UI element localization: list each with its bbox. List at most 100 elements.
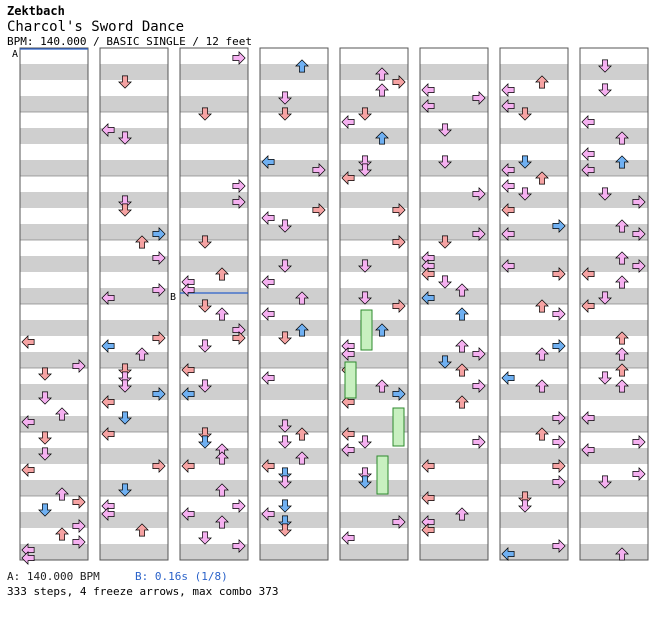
footer-bpm: A: 140.000 BPM B: 0.16s (1/8): [7, 570, 228, 583]
beat-stripe: [580, 352, 648, 368]
beat-stripe: [500, 96, 568, 112]
step-arrow: [632, 467, 646, 481]
beat-stripe: [420, 96, 488, 112]
column-border: [179, 47, 249, 561]
beat-stripe: [180, 384, 248, 400]
step-arrow: [341, 115, 355, 129]
beat-stripe: [340, 288, 408, 304]
beat-stripe: [340, 64, 408, 80]
beat-stripe: [500, 416, 568, 432]
beat-stripe: [500, 320, 568, 336]
beat-stripe: [100, 480, 168, 496]
beat-stripe: [20, 480, 88, 496]
marker-b: B: [170, 292, 176, 303]
beat-stripe: [340, 544, 408, 560]
step-arrow: [38, 431, 52, 445]
chart-stats: 333 steps, 4 freeze arrows, max combo 37…: [7, 585, 279, 598]
beat-stripe: [580, 96, 648, 112]
beat-stripe: [100, 288, 168, 304]
step-arrow: [232, 499, 246, 513]
beat-stripe: [420, 64, 488, 80]
chart-column: [419, 47, 489, 561]
beat-stripe: [180, 320, 248, 336]
beat-stripe: [20, 128, 88, 144]
beat-stripe: [580, 480, 648, 496]
step-arrow: [455, 339, 469, 353]
marker-a: A: [12, 49, 18, 60]
beat-stripe: [340, 384, 408, 400]
chart-column: [99, 47, 169, 561]
beat-stripe: [420, 352, 488, 368]
beat-stripe: [500, 64, 568, 80]
beat-stripe: [420, 384, 488, 400]
beat-stripe: [580, 544, 648, 560]
beat-stripe: [260, 224, 328, 240]
beat-stripe: [180, 288, 248, 304]
beat-stripe: [20, 544, 88, 560]
column-border: [339, 47, 409, 561]
step-arrow: [198, 531, 212, 545]
beat-stripe: [100, 544, 168, 560]
beat-stripe: [180, 192, 248, 208]
freeze-arrow: [376, 455, 389, 495]
step-arrow: [358, 435, 372, 449]
beat-stripe: [180, 512, 248, 528]
freeze-arrow: [344, 361, 357, 399]
step-arrow: [215, 307, 229, 321]
step-arrow: [438, 275, 452, 289]
beat-stripe: [20, 512, 88, 528]
beat-stripe: [260, 160, 328, 176]
beat-stripe: [180, 256, 248, 272]
beat-stripe: [20, 224, 88, 240]
beat-stripe: [20, 352, 88, 368]
beat-stripe: [180, 64, 248, 80]
step-arrow: [421, 83, 435, 97]
beat-stripe: [500, 128, 568, 144]
beat-stripe: [420, 288, 488, 304]
beat-stripe: [580, 224, 648, 240]
beat-stripe: [500, 160, 568, 176]
step-arrow: [261, 371, 275, 385]
beat-stripe: [260, 416, 328, 432]
beat-stripe: [420, 256, 488, 272]
step-arrow: [455, 307, 469, 321]
step-arrow: [38, 367, 52, 381]
step-arrow: [581, 147, 595, 161]
column-border: [579, 47, 649, 561]
beat-stripe: [180, 224, 248, 240]
beat-stripe: [180, 160, 248, 176]
beat-stripe: [260, 288, 328, 304]
step-arrow: [72, 495, 86, 509]
step-arrow: [552, 435, 566, 449]
stop-info: B: 0.16s (1/8): [135, 570, 228, 583]
beat-stripe: [20, 256, 88, 272]
beat-stripe: [20, 192, 88, 208]
beat-stripe: [340, 128, 408, 144]
freeze-arrow: [392, 407, 405, 447]
beat-stripe: [580, 512, 648, 528]
beat-stripe: [500, 384, 568, 400]
beat-stripe: [100, 512, 168, 528]
step-arrow: [261, 275, 275, 289]
bpm-change: A: 140.000 BPM: [7, 570, 100, 583]
beat-stripe: [420, 160, 488, 176]
beat-stripe: [260, 544, 328, 560]
beat-stripe: [340, 480, 408, 496]
beat-stripe: [180, 128, 248, 144]
beat-stripe: [100, 160, 168, 176]
beat-stripe: [420, 128, 488, 144]
step-arrow: [232, 51, 246, 65]
beat-stripe: [260, 96, 328, 112]
beat-stripe: [100, 352, 168, 368]
beat-stripe: [180, 416, 248, 432]
beat-stripe: [340, 448, 408, 464]
beat-stripe: [500, 480, 568, 496]
beat-stripe: [260, 192, 328, 208]
beat-stripe: [20, 64, 88, 80]
beat-stripe: [500, 288, 568, 304]
beat-stripe: [260, 352, 328, 368]
step-arrow: [501, 179, 515, 193]
beat-stripe: [260, 512, 328, 528]
beat-stripe: [260, 256, 328, 272]
chart-column: [19, 47, 89, 561]
